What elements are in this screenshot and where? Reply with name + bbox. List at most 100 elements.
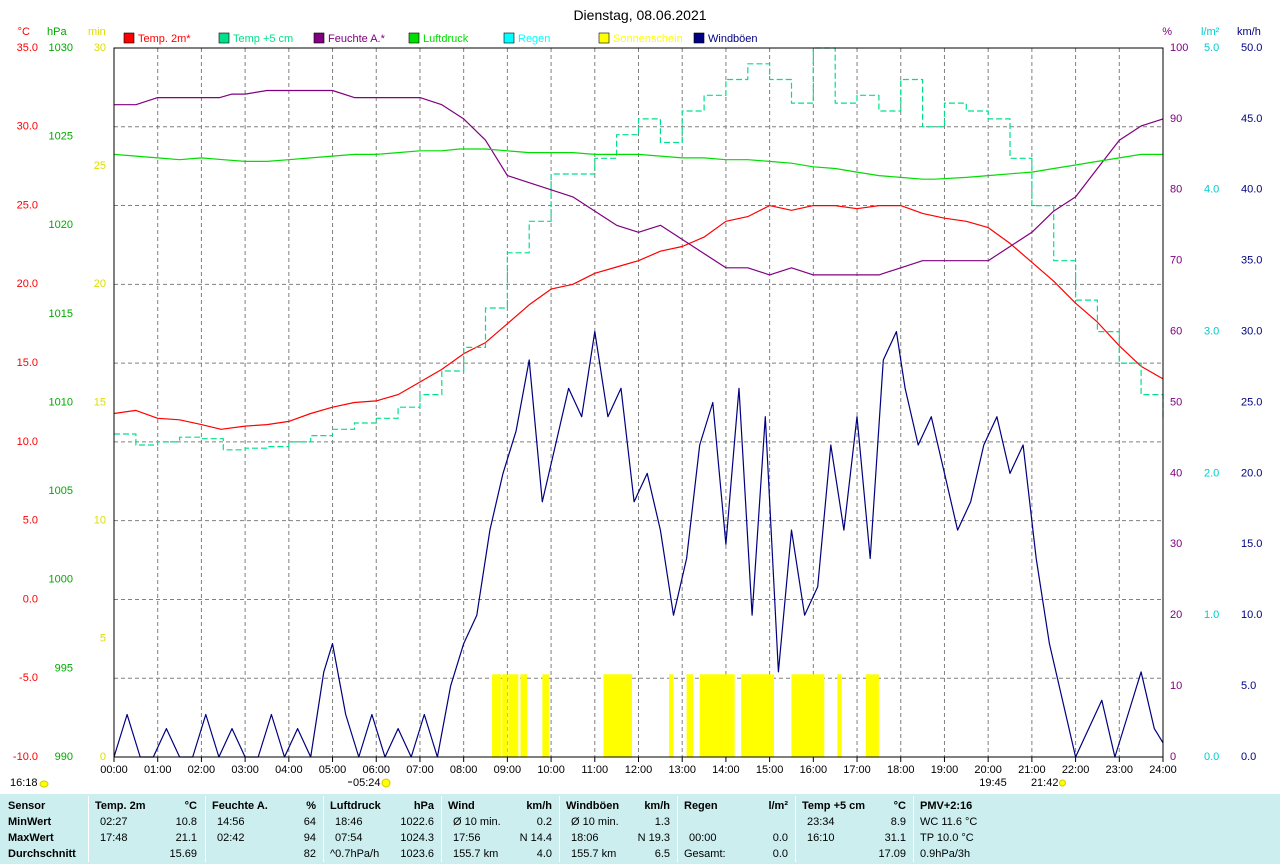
- stats-time: 14:56: [217, 816, 245, 828]
- stats-unit: %: [306, 800, 316, 812]
- tick-label-temp: 35.0: [17, 42, 38, 54]
- legend-swatch: [123, 32, 135, 44]
- stats-sensor-title: Sensor: [8, 800, 46, 812]
- legend-label: Regen: [518, 33, 550, 45]
- stats-value: 8.9: [890, 816, 906, 828]
- stats-windboen: Windböen km/h Ø 10 min. 1.3 18:06 N 19.3…: [560, 794, 677, 864]
- sunset-icon: [1058, 779, 1066, 787]
- legend-label: Sonnenschein: [613, 33, 683, 45]
- stats-luftdruck: Luftdruck hPa 18:46 1022.6 07:54 1024.3 …: [324, 794, 441, 864]
- x-tick-label: 17:00: [843, 764, 871, 776]
- stats-trend: ^0.7hPa/h: [330, 848, 380, 860]
- tick-label-humidity: 60: [1170, 326, 1182, 338]
- sunshine-bar: [686, 674, 694, 757]
- stats-total-label: Gesamt:: [684, 848, 726, 860]
- stats-pmv-value: 0.9hPa/3h: [920, 848, 971, 860]
- stats-time: 18:46: [335, 816, 363, 828]
- x-tick-label: 04:00: [275, 764, 303, 776]
- tick-label-humidity: 90: [1170, 113, 1182, 125]
- tick-label-wind: 25.0: [1241, 396, 1262, 408]
- moonrise-label: 16:18: [10, 777, 38, 789]
- tick-label-pressure: 1020: [49, 219, 73, 231]
- tick-label-wind: 30.0: [1241, 326, 1262, 338]
- tick-label-wind: 45.0: [1241, 113, 1262, 125]
- stats-sensor: Sensor MinWert MaxWert Durchschnitt: [0, 794, 88, 864]
- axis-unit-wind: km/h: [1237, 26, 1261, 38]
- stats-pmv-value: TP 10.0 °C: [920, 832, 974, 844]
- x-tick-label: 13:00: [668, 764, 696, 776]
- sunshine-bar: [520, 674, 528, 757]
- x-tick-label: 11:00: [581, 764, 608, 776]
- stats-wind: Wind km/h Ø 10 min. 0.2 17:56 N 14.4 155…: [442, 794, 559, 864]
- series-lines: [113, 47, 1164, 758]
- stats-value: 0.0: [772, 832, 788, 844]
- legend-label: Windböen: [708, 33, 758, 45]
- stats-time: 02:27: [100, 816, 128, 828]
- x-tick-label: 03:00: [231, 764, 259, 776]
- sunshine-bar: [603, 674, 632, 757]
- x-tick-label: 14:00: [712, 764, 740, 776]
- chart-title: Dienstag, 08.06.2021: [573, 7, 706, 23]
- tick-label-humidity: 80: [1170, 184, 1182, 196]
- tick-label-sun: 15: [94, 396, 106, 408]
- sun-icon: [381, 778, 391, 788]
- stats-row-label: Durchschnitt: [8, 848, 76, 860]
- stats-time: 17:48: [100, 832, 128, 844]
- axis-unit-humidity: %: [1162, 26, 1172, 38]
- legend-swatch: [313, 32, 325, 44]
- sunrise-label: 05:24: [353, 777, 381, 789]
- chart-legend: Temp. 2m* Temp +5 cm Feuchte A.* Luftdruck R…: [123, 32, 758, 45]
- sun-moon-markers: 05:24 21:42 19:45 16:18: [10, 777, 1066, 789]
- sunshine-bars: [492, 674, 879, 757]
- axis-unit-rain: l/m²: [1201, 26, 1220, 38]
- tick-label-sun: 30: [94, 42, 106, 54]
- x-tick-label: 15:00: [756, 764, 784, 776]
- stats-time: 16:10: [807, 832, 835, 844]
- stats-temp5cm: Temp +5 cm °C 23:34 8.9 16:10 31.1 17.09: [796, 794, 913, 864]
- sunshine-bar: [669, 674, 674, 757]
- tick-label-wind: 10.0: [1241, 609, 1262, 621]
- tick-label-temp: 15.0: [17, 357, 38, 369]
- x-tick-label: 18:00: [887, 764, 915, 776]
- tick-label-wind: 0.0: [1241, 751, 1256, 763]
- stats-title: Temp. 2m: [95, 800, 146, 812]
- tick-label-humidity: 70: [1170, 255, 1182, 267]
- stats-value: 10.8: [175, 816, 197, 828]
- legend-swatch: [503, 32, 515, 44]
- stats-time: 17:56: [453, 832, 481, 844]
- tick-label-temp: 25.0: [17, 199, 38, 211]
- tick-label-wind: 20.0: [1241, 467, 1262, 479]
- x-tick-label: 20:00: [974, 764, 1002, 776]
- stats-value: 0.2: [536, 816, 552, 828]
- stats-time: Ø 10 min.: [453, 816, 501, 828]
- x-tick-label: 21:00: [1018, 764, 1046, 776]
- axis-labels: 35.0 30.0 25.0 20.0 15.0 10.0 5.0 0.0 -5.0 -10.0 1…: [13, 26, 1263, 776]
- x-tick-label: 23:00: [1106, 764, 1134, 776]
- x-tick-label: 00:00: [100, 764, 128, 776]
- tick-label-temp: -10.0: [13, 751, 38, 763]
- tick-label-wind: 35.0: [1241, 255, 1262, 267]
- legend-label: Luftdruck: [423, 33, 469, 45]
- x-tick-label: 02:00: [188, 764, 216, 776]
- tick-label-sun: 10: [94, 515, 106, 527]
- tick-label-temp: 20.0: [17, 278, 38, 290]
- tick-label-wind: 15.0: [1241, 538, 1262, 550]
- stats-value: 15.69: [169, 848, 197, 860]
- stats-value: 1024.3: [400, 832, 434, 844]
- tick-label-rain: 0.0: [1204, 751, 1219, 763]
- sunshine-bar: [492, 674, 501, 757]
- tick-label-humidity: 40: [1170, 467, 1182, 479]
- tick-label-wind: 50.0: [1241, 42, 1262, 54]
- sunshine-bar: [741, 674, 774, 757]
- tick-label-humidity: 50: [1170, 396, 1182, 408]
- tick-label-pressure: 1030: [49, 42, 73, 54]
- stats-time: 02:42: [217, 832, 245, 844]
- stats-title: Windböen: [566, 800, 620, 812]
- stats-unit: hPa: [413, 800, 434, 812]
- tick-label-humidity: 0: [1170, 751, 1176, 763]
- x-tick-label: 19:00: [931, 764, 959, 776]
- stats-row-label: MaxWert: [8, 832, 54, 844]
- series-line-3: [113, 148, 1163, 180]
- stats-value: 17.09: [878, 848, 906, 860]
- x-tick-label: 24:00: [1149, 764, 1177, 776]
